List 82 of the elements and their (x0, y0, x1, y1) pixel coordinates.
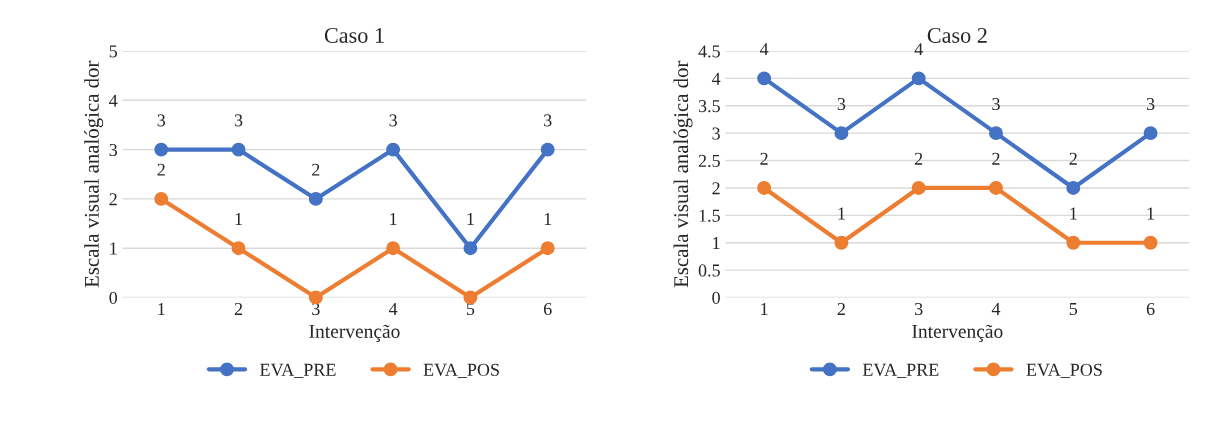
point (463, 241, 478, 256)
x-tick-label: 5 (1069, 303, 1078, 316)
point (911, 71, 926, 86)
data-label: 1 (235, 212, 242, 225)
chart-title: Caso 2 (927, 27, 987, 43)
y-tick-label: 2 (712, 182, 720, 195)
point (989, 126, 1003, 141)
point (911, 180, 926, 195)
y-tick-label: 2 (109, 193, 117, 206)
point (308, 191, 323, 206)
x-tick-label: 4 (388, 303, 398, 315)
data-label: 1 (544, 212, 552, 225)
point (231, 241, 246, 256)
point (308, 290, 323, 305)
data-label: 2 (760, 152, 768, 165)
legend-label: EVA_PRE (862, 363, 939, 379)
point (231, 142, 246, 157)
y-tick-label: 3 (109, 143, 118, 157)
y-tick-label: 4 (109, 94, 118, 107)
point (1066, 235, 1081, 250)
point (463, 290, 478, 305)
data-label: 3 (157, 114, 166, 127)
point (1066, 180, 1081, 195)
data-label: 3 (1146, 97, 1155, 111)
point (834, 126, 849, 141)
y-tick-label: 5 (109, 45, 118, 58)
point (154, 191, 169, 206)
x-tick-label: 6 (543, 302, 552, 316)
y-tick-label: 0 (109, 291, 118, 304)
x-tick-label: 1 (158, 302, 165, 315)
chart-title: Caso 1 (324, 27, 384, 43)
data-label: 1 (1147, 207, 1154, 220)
y-tick-label: 1 (110, 242, 117, 255)
point (540, 142, 555, 157)
y-tick-label: 2.5 (698, 154, 720, 168)
point (540, 241, 555, 256)
point (1143, 235, 1158, 250)
data-label: 1 (390, 212, 397, 225)
y-axis-title: Escala visual analógica dor (84, 60, 104, 288)
data-label: 3 (544, 114, 552, 127)
x-axis-title: Intervenção (309, 324, 400, 342)
data-label: 3 (837, 97, 846, 111)
data-label: 2 (312, 163, 320, 176)
y-tick-label: 3.5 (698, 100, 720, 113)
legend-label: EVA_POS (423, 363, 499, 379)
y-tick-label: 0.5 (698, 264, 720, 277)
x-tick-label: 1 (761, 302, 768, 315)
point (989, 180, 1003, 195)
data-label: 2 (157, 163, 165, 176)
point (757, 180, 772, 195)
point (1143, 126, 1158, 141)
y-tick-label: 0 (712, 291, 720, 304)
x-axis-title: Intervenção (912, 324, 1003, 342)
x-tick-label: 3 (915, 302, 923, 316)
legend-label: EVA_POS (1026, 363, 1102, 379)
point (386, 142, 401, 157)
data-label: 2 (1069, 152, 1077, 165)
point (154, 142, 169, 157)
data-label: 4 (914, 43, 923, 56)
x-tick-label: 6 (1146, 302, 1155, 316)
y-axis-title: Escala visual analógica dor (673, 60, 693, 288)
data-label: 1 (1070, 207, 1077, 220)
x-tick-label: 2 (234, 302, 243, 315)
y-tick-label: 3 (712, 127, 720, 140)
y-tick-label: 1.5 (699, 209, 720, 222)
data-label: 4 (759, 43, 769, 56)
data-label: 2 (914, 152, 923, 165)
data-label: 3 (234, 114, 243, 127)
x-tick-label: 2 (837, 302, 845, 315)
data-label: 1 (838, 207, 845, 220)
data-label: 3 (992, 97, 1000, 111)
legend-label: EVA_PRE (260, 363, 336, 379)
y-tick-label: 4.5 (698, 45, 720, 58)
x-tick-label: 4 (991, 303, 1001, 315)
y-tick-label: 1 (713, 237, 720, 249)
point (386, 241, 401, 256)
y-tick-label: 4 (711, 72, 721, 85)
data-label: 2 (992, 152, 1000, 165)
point (834, 235, 849, 250)
data-label: 1 (467, 212, 474, 225)
point (757, 71, 772, 86)
data-label: 3 (389, 114, 397, 127)
